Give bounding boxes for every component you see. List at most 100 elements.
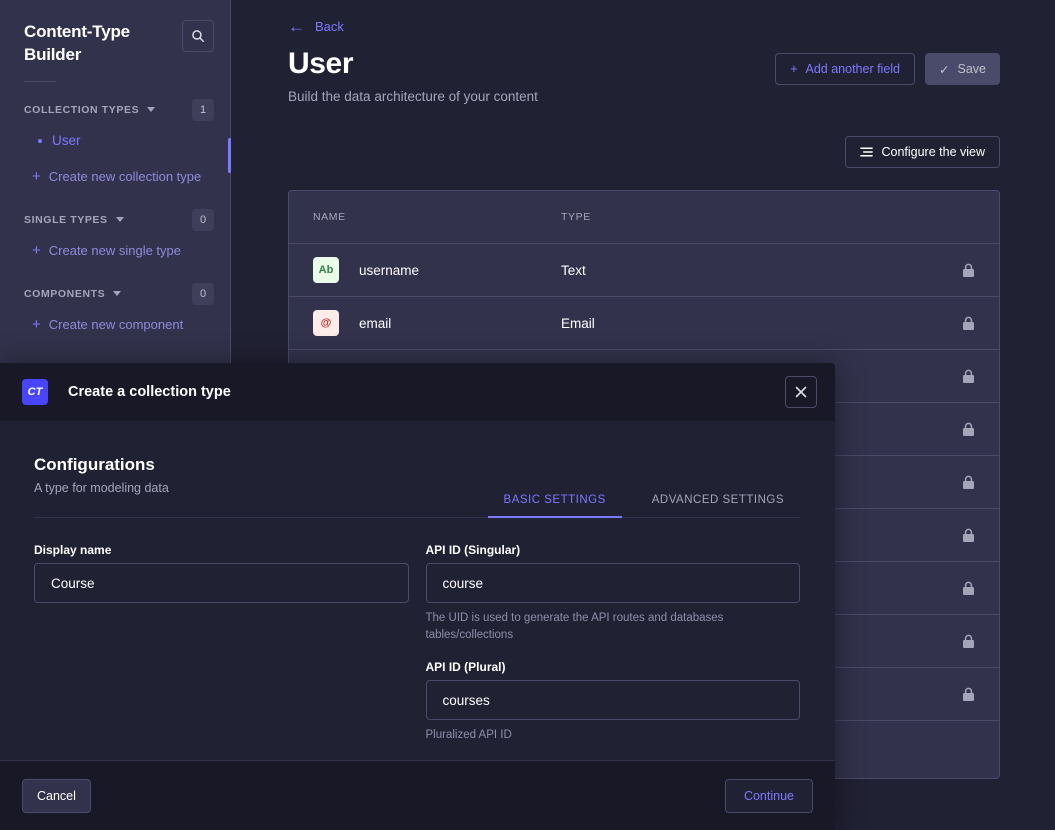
save-button[interactable]: ✓ Save <box>925 53 1000 85</box>
plus-icon: + <box>790 62 798 76</box>
modal-body: Configurations A type for modeling data … <box>0 421 835 760</box>
plus-icon: + <box>32 242 41 260</box>
lock-icon <box>963 581 974 595</box>
lock-icon <box>963 369 974 383</box>
create-new-single-type-button[interactable]: + Create new single type <box>0 236 230 266</box>
create-new-collection-type-button[interactable]: + Create new collection type <box>0 162 230 192</box>
table-row[interactable] <box>289 349 999 402</box>
lock-icon <box>963 634 974 648</box>
field-type: Email <box>561 315 595 331</box>
arrow-left-icon: ← <box>288 17 305 36</box>
sidebar-section-label: COLLECTION TYPES <box>24 103 140 116</box>
close-icon <box>795 386 807 398</box>
configurations-subtitle: A type for modeling data <box>34 481 169 495</box>
configurations-title: Configurations <box>34 455 155 474</box>
table-header-row: NAME TYPE <box>289 191 999 243</box>
search-icon-button[interactable] <box>182 20 214 52</box>
add-field-label: Add another field <box>805 62 901 76</box>
sidebar-item-user[interactable]: User <box>0 126 230 156</box>
lock-icon-cell <box>955 369 975 384</box>
column-header-name: NAME <box>313 211 346 223</box>
display-name-input[interactable] <box>34 563 409 603</box>
tab-basic-settings[interactable]: BASIC SETTINGS <box>487 494 622 518</box>
close-button[interactable] <box>785 376 817 408</box>
api-id-plural-group: API ID (Plural) Pluralized API ID <box>425 660 800 744</box>
search-icon <box>192 30 204 42</box>
add-another-field-button[interactable]: + Add another field <box>775 53 916 85</box>
display-name-label: Display name <box>34 543 112 557</box>
lock-icon-cell <box>955 475 975 490</box>
sidebar-section-count: 1 <box>192 98 214 121</box>
save-label: Save <box>957 62 987 76</box>
sidebar-section-label: SINGLE TYPES <box>24 213 108 226</box>
chevron-down-icon <box>115 217 124 223</box>
sidebar-title: Content-Type Builder <box>24 22 130 65</box>
plus-icon: + <box>32 316 41 334</box>
sidebar-section-toggle[interactable]: COMPONENTS <box>24 287 122 300</box>
lock-icon-cell <box>955 316 975 331</box>
tab-advanced-settings[interactable]: ADVANCED SETTINGS <box>651 494 784 506</box>
api-id-plural-hint: Pluralized API ID <box>425 729 512 742</box>
table-row[interactable]: @ email Email <box>289 296 999 349</box>
sidebar-section-single-types[interactable]: SINGLE TYPES 0 <box>0 208 230 231</box>
table-row[interactable]: Ab username Text <box>289 243 999 296</box>
collection-type-badge: CT <box>22 379 48 405</box>
back-link[interactable]: ← Back <box>231 0 1055 35</box>
continue-button[interactable]: Continue <box>724 778 813 813</box>
chevron-down-icon <box>147 107 156 113</box>
table-cell-name: Ab username <box>313 257 561 283</box>
field-name: email <box>359 315 392 331</box>
page-heading-group: User Build the data architecture of your… <box>288 47 538 104</box>
api-id-singular-hint: The UID is used to generate the API rout… <box>425 612 724 641</box>
lock-icon <box>963 316 974 330</box>
modal-footer: Cancel Continue <box>0 760 835 830</box>
modal-config-header: Configurations A type for modeling data … <box>34 455 800 518</box>
field-name: username <box>359 262 420 278</box>
column-header-type: TYPE <box>561 211 591 223</box>
lock-icon <box>963 422 974 436</box>
modal-header-left: CT Create a collection type <box>22 379 231 405</box>
api-id-singular-label: API ID (Singular) <box>425 543 521 557</box>
lock-icon-cell <box>955 687 975 702</box>
sidebar-divider <box>24 80 56 82</box>
back-label: Back <box>315 19 344 34</box>
field-type-icon: @ <box>313 310 339 336</box>
lock-icon <box>963 263 974 277</box>
sidebar-header: Content-Type Builder <box>0 0 230 67</box>
lock-icon-cell <box>955 263 975 278</box>
modal-form: Display name API ID (Singular) The UID i… <box>34 518 800 744</box>
modal-header: CT Create a collection type <box>0 363 835 421</box>
modal-tabs: BASIC SETTINGS ADVANCED SETTINGS <box>487 494 800 518</box>
sidebar-section-collection-types[interactable]: COLLECTION TYPES 1 <box>0 98 230 121</box>
sidebar-section-toggle[interactable]: COLLECTION TYPES <box>24 103 156 116</box>
api-id-plural-input[interactable] <box>425 680 800 721</box>
form-column-right: API ID (Singular) The UID is used to gen… <box>425 543 800 744</box>
bullet-icon <box>38 138 42 143</box>
create-label: Create new collection type <box>48 169 202 185</box>
sidebar-active-indicator <box>228 138 231 173</box>
sidebar-section-toggle[interactable]: SINGLE TYPES <box>24 214 124 226</box>
modal-title: Create a collection type <box>68 384 231 400</box>
create-label: Create new single type <box>48 243 182 259</box>
cancel-button[interactable]: Cancel <box>22 778 91 813</box>
check-icon: ✓ <box>939 62 950 77</box>
sidebar-section-label: COMPONENTS <box>24 287 106 300</box>
configure-the-view-button[interactable]: Configure the view <box>845 136 1000 168</box>
field-type: Text <box>561 262 586 278</box>
sidebar-section-components[interactable]: COMPONENTS 0 <box>0 282 230 305</box>
chevron-down-icon <box>113 291 122 297</box>
configure-view-row: Configure the view <box>231 104 1055 168</box>
lock-icon-cell <box>955 634 975 649</box>
lock-icon-cell <box>955 422 975 437</box>
lock-icon <box>963 475 974 489</box>
create-new-component-button[interactable]: + Create new component <box>0 310 230 340</box>
api-id-singular-input[interactable] <box>425 563 800 603</box>
create-label: Create new component <box>48 317 184 333</box>
page-subtitle: Build the data architecture of your cont… <box>288 89 538 104</box>
form-column-left: Display name <box>34 543 409 744</box>
lock-icon <box>963 687 974 701</box>
api-id-plural-label: API ID (Plural) <box>425 660 506 675</box>
configure-label: Configure the view <box>881 145 985 159</box>
lock-icon-cell <box>955 528 975 543</box>
lock-icon-cell <box>955 581 975 596</box>
